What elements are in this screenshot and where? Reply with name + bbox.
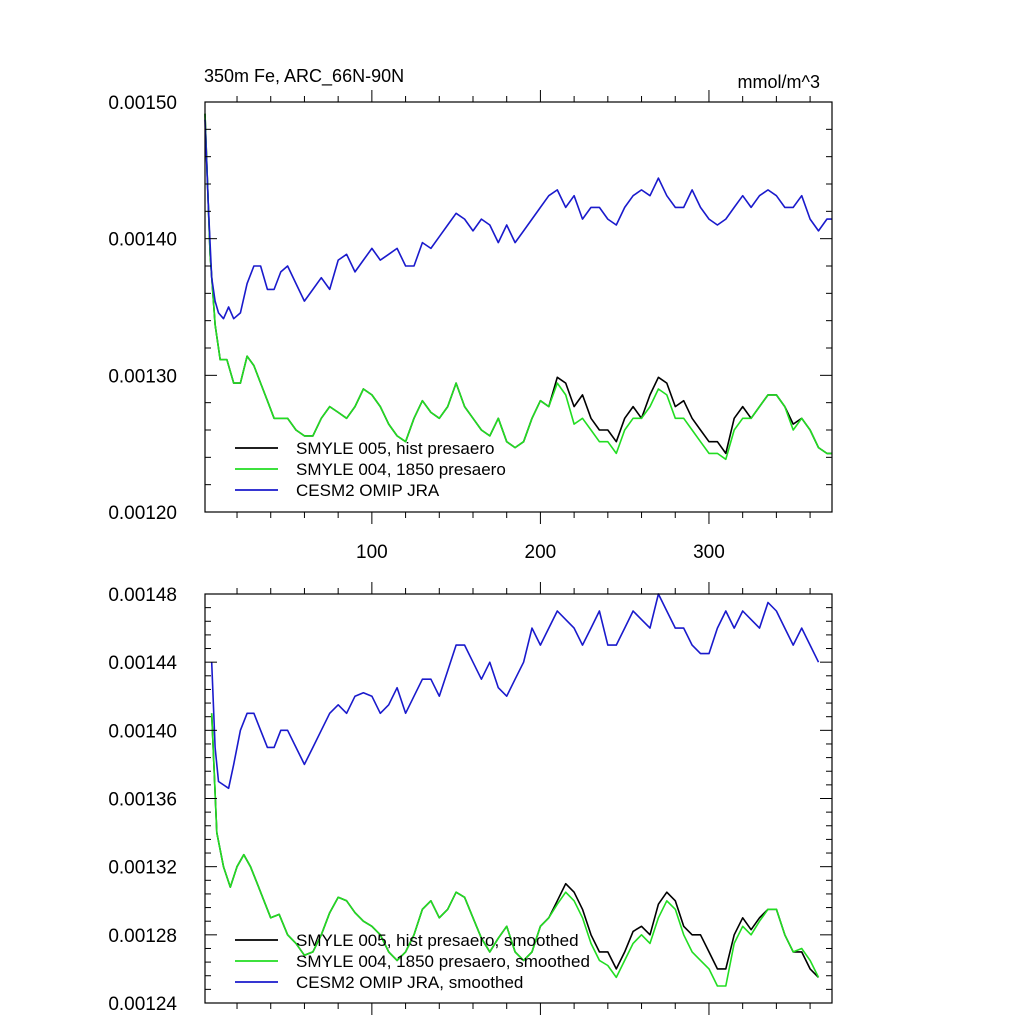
series-line-hist <box>204 113 832 455</box>
legend-label-omip: CESM2 OMIP JRA <box>296 481 440 500</box>
y-tick-label: 0.00128 <box>108 926 177 947</box>
y-tick-label: 0.00150 <box>108 93 177 114</box>
y-tick-label: 0.00130 <box>108 366 177 387</box>
x-tick-label: 100 <box>356 542 388 563</box>
series-line-pi1850 <box>210 713 820 987</box>
units-label: mmol/m^3 <box>738 72 820 92</box>
y-tick-label: 0.00124 <box>108 994 177 1015</box>
y-tick-label: 0.00148 <box>108 585 177 606</box>
legend-label-pi1850: SMYLE 004, 1850 presaero, smoothed <box>296 952 590 971</box>
y-tick-label: 0.00132 <box>108 858 177 879</box>
legend-label-pi1850: SMYLE 004, 1850 presaero <box>296 460 506 479</box>
series-line-pi1850 <box>204 113 832 461</box>
top-panel: 0.00120 0.00130 0.00140 0.00150 100 200 300 SMY… <box>108 90 833 563</box>
plot-frame <box>204 101 833 513</box>
plot-title: 350m Fe, ARC_66N-90N <box>204 66 404 87</box>
x-tick-label: 200 <box>525 542 557 563</box>
y-tick-label: 0.00144 <box>108 653 177 674</box>
series-line-omip <box>204 119 832 320</box>
legend-label-hist: SMYLE 005, hist presaero, smoothed <box>296 931 579 950</box>
series-line-omip <box>210 593 820 790</box>
x-tick-label: 300 <box>693 542 725 563</box>
legend-label-hist: SMYLE 005, hist presaero <box>296 439 494 458</box>
y-tick-label: 0.00140 <box>108 230 177 251</box>
bottom-panel: 0.00124 0.00128 0.00132 0.00136 0.00140 0.001… <box>108 582 833 1015</box>
y-tick-label: 0.00140 <box>108 721 177 742</box>
y-tick-label: 0.00136 <box>108 790 177 811</box>
legend-label-omip: CESM2 OMIP JRA, smoothed <box>296 973 523 992</box>
y-tick-label: 0.00120 <box>108 503 177 524</box>
